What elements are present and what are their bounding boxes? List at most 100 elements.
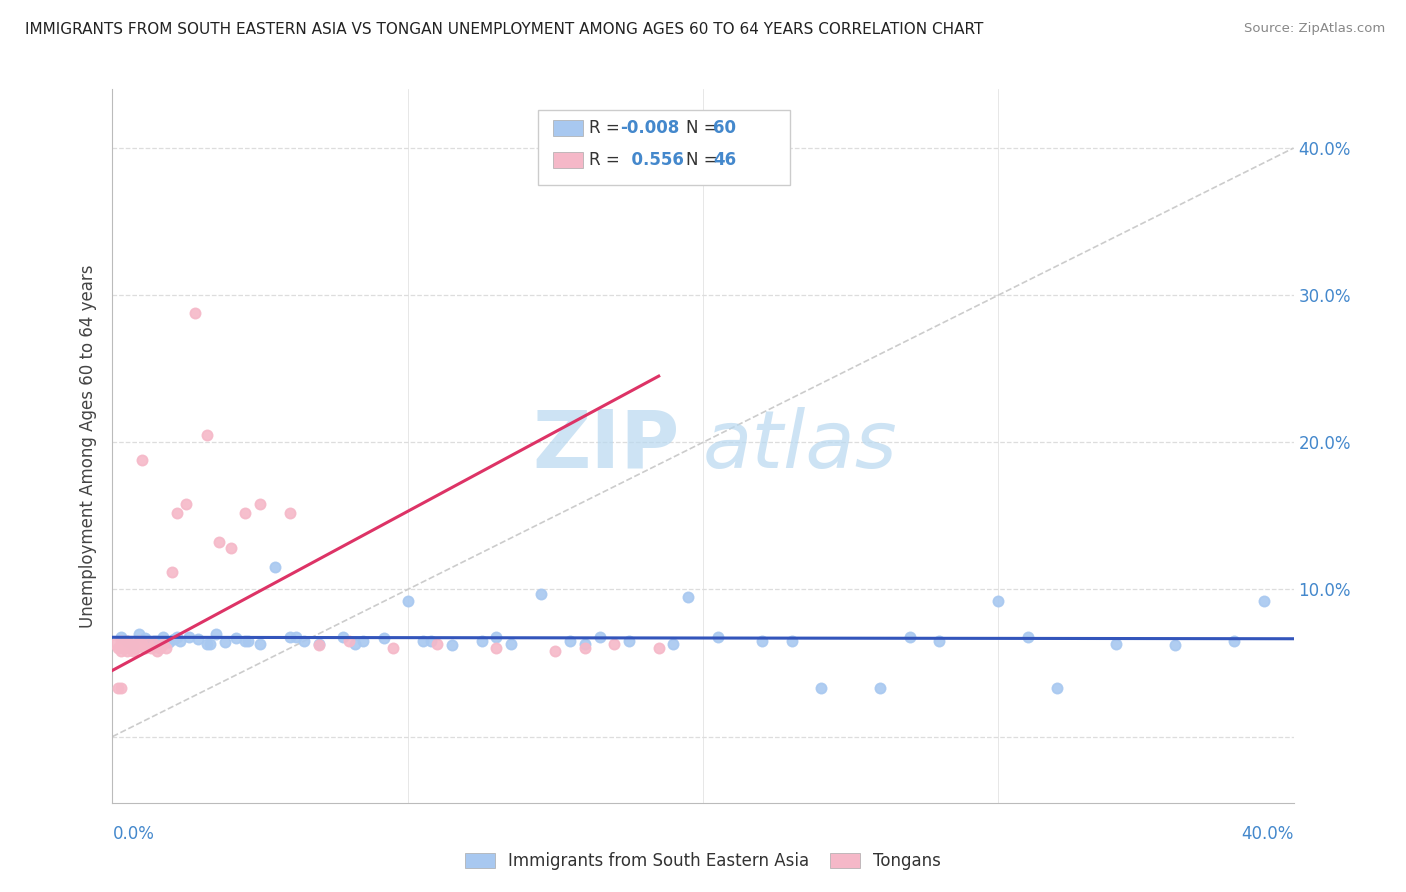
Point [139,641,162,656]
Text: 46: 46 [713,151,735,169]
Point [198,637,221,651]
Point [284,630,307,644]
Point [184,306,207,320]
Point [125,641,148,656]
Point [558,634,582,648]
Point [131,637,153,651]
Text: 60: 60 [713,119,735,136]
Point [146,644,169,658]
Point [117,644,138,658]
Point [139,637,162,651]
Point [104,637,127,651]
Point [107,641,129,656]
Point [780,634,803,648]
Point [426,637,449,651]
Point [1223,634,1246,648]
Point [382,641,405,656]
Point [163,632,186,647]
Text: 0.556: 0.556 [620,151,683,169]
Point [278,506,301,520]
Point [751,634,773,648]
Point [264,560,287,574]
Text: 0.0%: 0.0% [112,825,155,843]
Point [225,631,247,645]
Point [810,681,832,695]
Point [110,681,132,695]
Point [529,587,551,601]
Point [603,637,626,651]
Point [122,641,145,656]
Point [411,634,433,648]
Point [441,639,464,653]
Point [149,641,172,656]
Point [131,453,153,467]
Point [662,637,685,651]
Point [155,641,177,656]
Point [1164,639,1187,653]
Text: atlas: atlas [703,407,898,485]
Point [157,635,180,649]
Text: -0.008: -0.008 [620,119,679,136]
Point [619,634,641,648]
Point [544,644,567,658]
Point [373,631,395,645]
Point [647,641,671,656]
Point [1253,594,1275,608]
Point [233,634,256,648]
Point [706,630,728,644]
Point [501,637,523,651]
Point [179,630,201,644]
Point [122,644,145,658]
Point [588,630,610,644]
Point [233,506,256,520]
Point [120,641,142,656]
Point [117,634,138,648]
Point [574,637,596,651]
Point [352,634,374,648]
Point [125,637,148,651]
Point [869,681,891,695]
Point [1046,681,1069,695]
Point [1105,637,1128,651]
Text: Source: ZipAtlas.com: Source: ZipAtlas.com [1244,22,1385,36]
Point [238,634,260,648]
Point [160,565,183,579]
Point [195,637,218,651]
Point [128,626,150,640]
Point [249,637,271,651]
Point [112,637,135,651]
Point [110,644,132,658]
Point [107,681,129,695]
Point [470,634,494,648]
Point [120,637,142,651]
Text: N =: N = [686,151,723,169]
Point [187,632,209,647]
Point [112,641,135,656]
Point [420,634,443,648]
Point [110,630,132,644]
Point [122,639,145,653]
Point [219,541,242,556]
Point [337,634,360,648]
Point [136,637,159,651]
Point [928,634,950,648]
Point [292,634,315,648]
Point [332,630,354,644]
Point [987,594,1010,608]
Point [208,535,231,549]
Text: ZIP: ZIP [531,407,679,485]
Point [574,641,596,656]
Point [343,637,366,651]
Text: R =: R = [589,119,626,136]
Y-axis label: Unemployment Among Ages 60 to 64 years: Unemployment Among Ages 60 to 64 years [79,264,97,628]
Point [308,639,330,653]
Point [142,637,165,651]
Point [485,630,508,644]
Point [249,497,271,511]
Point [485,641,508,656]
Point [898,630,921,644]
Point [278,630,301,644]
Point [195,428,218,442]
Point [308,637,330,651]
Point [152,630,174,644]
